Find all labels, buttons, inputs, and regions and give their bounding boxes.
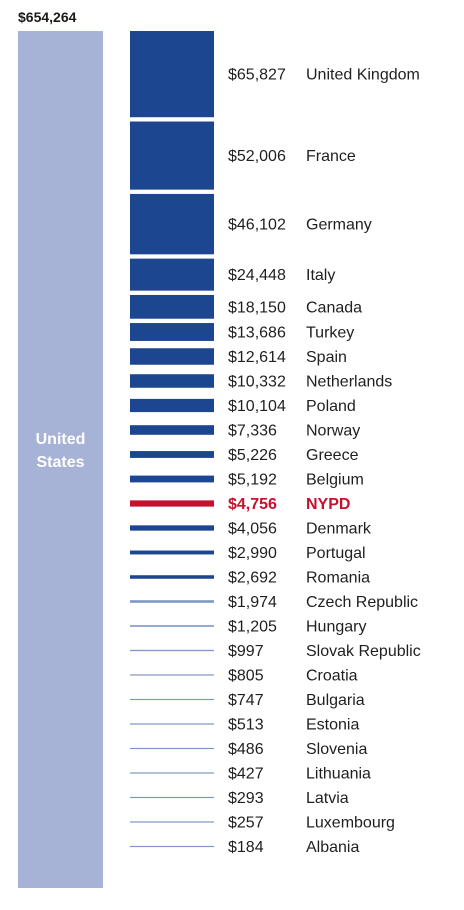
value-label-nypd: $4,756	[228, 496, 277, 513]
value-label-portugal: $2,990	[228, 545, 277, 562]
value-label-bulgaria: $747	[228, 692, 264, 709]
us-total-label: $654,264	[18, 9, 77, 25]
country-label-latvia: Latvia	[306, 790, 349, 807]
country-label-italy: Italy	[306, 267, 335, 284]
bar-canada	[130, 294, 214, 319]
bar-estonia	[130, 723, 214, 725]
value-label-croatia: $805	[228, 667, 264, 684]
bar-italy	[130, 258, 214, 291]
value-label-france: $52,006	[228, 148, 286, 165]
bar-poland	[130, 398, 214, 413]
value-label-united-kingdom: $65,827	[228, 67, 286, 84]
bar-united-kingdom	[130, 31, 214, 118]
bar-bulgaria	[130, 698, 214, 701]
value-label-lithuania: $427	[228, 765, 264, 782]
bar-greece	[130, 451, 214, 458]
value-label-belgium: $5,192	[228, 471, 277, 488]
bar-albania	[130, 845, 214, 848]
bar-portugal	[130, 550, 214, 555]
us-bar-label-line1: United	[36, 431, 86, 448]
value-label-canada: $18,150	[228, 299, 286, 316]
country-label-belgium: Belgium	[306, 471, 364, 488]
bar-germany	[130, 193, 214, 255]
value-label-turkey: $13,686	[228, 324, 286, 341]
country-label-romania: Romania	[306, 569, 370, 586]
country-label-lithuania: Lithuania	[306, 765, 371, 782]
bar-slovak-republic	[130, 649, 214, 652]
bar-croatia	[130, 674, 214, 676]
country-label-slovenia: Slovenia	[306, 741, 367, 758]
bar-luxembourg	[130, 821, 214, 823]
us-bar	[18, 31, 103, 888]
country-label-france: France	[306, 148, 356, 165]
value-label-poland: $10,104	[228, 398, 286, 415]
country-label-greece: Greece	[306, 447, 359, 464]
value-label-latvia: $293	[228, 790, 264, 807]
country-label-nypd: NYPD	[306, 496, 350, 513]
value-label-norway: $7,336	[228, 422, 277, 439]
value-label-czech-republic: $1,974	[228, 594, 277, 611]
bar-lithuania	[130, 772, 214, 774]
bar-spain	[130, 348, 214, 365]
value-label-romania: $2,692	[228, 569, 277, 586]
country-label-norway: Norway	[306, 422, 360, 439]
country-label-croatia: Croatia	[306, 667, 358, 684]
country-label-turkey: Turkey	[306, 324, 354, 341]
bar-slovenia	[130, 747, 214, 750]
country-label-luxembourg: Luxembourg	[306, 814, 395, 831]
country-label-slovak-republic: Slovak Republic	[306, 643, 421, 660]
country-label-bulgaria: Bulgaria	[306, 692, 365, 709]
bar-nypd	[130, 500, 214, 507]
country-label-spain: Spain	[306, 349, 347, 366]
country-label-portugal: Portugal	[306, 545, 366, 562]
country-label-germany: Germany	[306, 217, 372, 234]
country-label-united-kingdom: United Kingdom	[306, 67, 420, 84]
value-label-greece: $5,226	[228, 447, 277, 464]
bar-romania	[130, 575, 214, 579]
bar-latvia	[130, 796, 214, 799]
country-bars: $65,827 United Kingdom $52,006 France $46,10…	[130, 31, 421, 856]
country-label-netherlands: Netherlands	[306, 373, 392, 390]
value-label-hungary: $1,205	[228, 618, 277, 635]
bar-czech-republic	[130, 600, 214, 603]
bar-belgium	[130, 475, 214, 483]
country-label-denmark: Denmark	[306, 520, 372, 537]
us-bar-label-line2: States	[36, 454, 84, 471]
bar-hungary	[130, 625, 214, 627]
country-label-albania: Albania	[306, 839, 359, 856]
value-label-netherlands: $10,332	[228, 373, 286, 390]
value-label-germany: $46,102	[228, 217, 286, 234]
bar-france	[130, 121, 214, 190]
bar-netherlands	[130, 374, 214, 388]
bar-turkey	[130, 323, 214, 341]
country-label-poland: Poland	[306, 398, 356, 415]
value-label-slovenia: $486	[228, 741, 264, 758]
country-label-czech-republic: Czech Republic	[306, 594, 418, 611]
country-label-hungary: Hungary	[306, 618, 366, 635]
value-label-albania: $184	[228, 839, 264, 856]
value-label-slovak-republic: $997	[228, 643, 264, 660]
country-label-estonia: Estonia	[306, 716, 359, 733]
value-label-luxembourg: $257	[228, 814, 264, 831]
value-label-estonia: $513	[228, 716, 264, 733]
country-label-canada: Canada	[306, 299, 362, 316]
value-label-spain: $12,614	[228, 349, 286, 366]
value-label-denmark: $4,056	[228, 520, 277, 537]
bar-denmark	[130, 525, 214, 531]
value-label-italy: $24,448	[228, 267, 286, 284]
bar-norway	[130, 425, 214, 435]
